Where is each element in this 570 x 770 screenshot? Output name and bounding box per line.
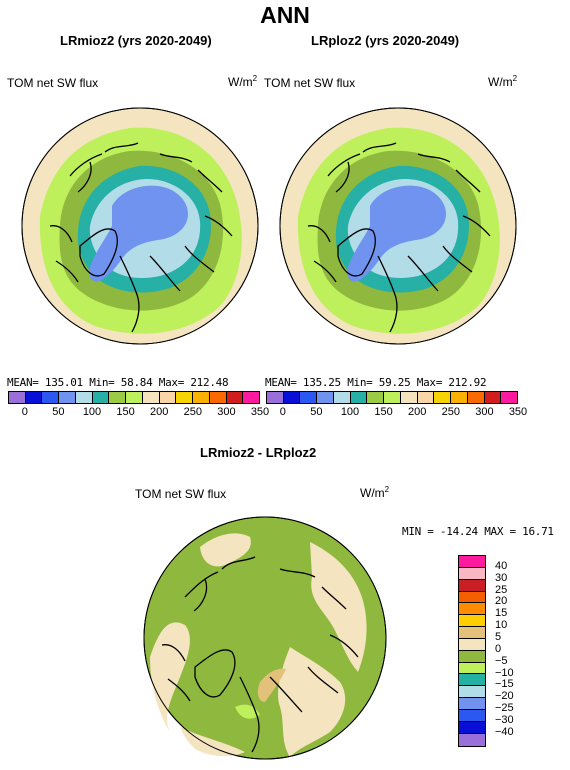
colorbar-swatch (459, 686, 485, 699)
colorbar-swatch (333, 392, 351, 403)
colorbar-tick-label: 200 (150, 406, 169, 418)
colorbar-tick-label: 300 (217, 406, 236, 418)
colorbar-swatch (459, 579, 485, 592)
colorbar-swatch (459, 674, 485, 687)
diff-panel-title: LRmioz2 - LRploz2 (200, 445, 317, 460)
diff-polar-map (143, 516, 387, 760)
left-stats: MEAN= 135.01 Min= 58.84 Max= 212.48 (7, 376, 229, 389)
colorbar-swatch (350, 392, 368, 403)
right-field-label: TOM net SW flux (264, 76, 356, 90)
colorbar-swatch (126, 392, 143, 403)
colorbar-swatch (226, 392, 244, 403)
colorbar-swatch (267, 392, 284, 403)
colorbar-tick-label: 150 (374, 406, 393, 418)
colorbar-tick-label: 150 (116, 406, 135, 418)
colorbar-swatch (459, 603, 485, 616)
colorbar-swatch (300, 392, 318, 403)
diff-field-label: TOM net SW flux (135, 487, 227, 501)
colorbar-swatch (459, 556, 485, 568)
colorbar-tick-label: 200 (408, 406, 427, 418)
colorbar-tick-label: 15 (495, 607, 508, 620)
colorbar-swatch (459, 567, 485, 580)
colorbar-tick-label: 250 (183, 406, 202, 418)
right-colorbar-ticks: 0 50 100 150 200 250 300 350 (266, 406, 527, 420)
colorbar-swatch (459, 650, 485, 663)
colorbar-tick-label: 5 (495, 630, 502, 643)
colorbar-swatch (92, 392, 110, 403)
colorbar-swatch (25, 392, 43, 403)
colorbar-tick-label: 50 (52, 406, 65, 418)
colorbar-swatch (317, 392, 334, 403)
colorbar-tick-label: −25 (495, 702, 514, 715)
colorbar-swatch (75, 392, 93, 403)
colorbar-tick-label: 0 (279, 406, 286, 418)
right-polar-map (279, 107, 517, 345)
colorbar-swatch (193, 392, 210, 403)
colorbar-swatch (451, 392, 468, 403)
colorbar-tick-label: −40 (495, 725, 514, 738)
colorbar-swatch (209, 392, 227, 403)
left-panel-title: LRmioz2 (yrs 2020-2049) (60, 33, 212, 48)
left-colorbar-ticks: 0 50 100 150 200 250 300 350 (8, 406, 269, 420)
diff-stats: MIN = -14.24 MAX = 16.71 (402, 525, 554, 538)
colorbar-swatch (109, 392, 127, 403)
colorbar-swatch (501, 392, 518, 403)
colorbar-tick-label: 20 (495, 595, 508, 608)
right-unit-label: W/m2 (488, 74, 518, 89)
colorbar-tick-label: 100 (82, 406, 102, 418)
colorbar-swatch (59, 392, 76, 403)
colorbar-swatch (459, 733, 485, 746)
colorbar-swatch (142, 392, 160, 403)
colorbar-tick-label: 0 (495, 642, 502, 655)
colorbar-tick-label: −30 (495, 713, 514, 726)
colorbar-tick-label: 25 (495, 583, 508, 596)
right-panel-title: LRploz2 (yrs 2020-2049) (311, 33, 460, 48)
left-colorbar (8, 391, 260, 404)
colorbar-tick-label: 10 (495, 619, 508, 632)
colorbar-swatch (459, 698, 485, 710)
colorbar-swatch (176, 392, 194, 403)
colorbar-swatch (459, 709, 485, 722)
colorbar-swatch (243, 392, 260, 403)
colorbar-tick-label: 100 (340, 406, 360, 418)
diff-colorbar (458, 555, 486, 747)
colorbar-tick-label: −20 (495, 690, 514, 703)
colorbar-swatch (459, 638, 485, 651)
colorbar-swatch (400, 392, 418, 403)
colorbar-swatch (484, 392, 502, 403)
colorbar-swatch (459, 591, 485, 604)
colorbar-swatch (159, 392, 177, 403)
left-unit-label: W/m2 (228, 74, 258, 89)
colorbar-tick-label: 300 (475, 406, 494, 418)
colorbar-tick-label: 50 (310, 406, 323, 418)
colorbar-tick-label: −10 (495, 666, 514, 679)
colorbar-tick-label: −15 (495, 678, 514, 691)
colorbar-swatch (384, 392, 401, 403)
colorbar-tick-label: 40 (495, 559, 508, 572)
main-title: ANN (260, 2, 310, 28)
colorbar-swatch (467, 392, 485, 403)
colorbar-swatch (9, 392, 26, 403)
colorbar-tick-label: 350 (508, 406, 528, 418)
colorbar-swatch (417, 392, 435, 403)
colorbar-swatch (459, 627, 485, 639)
colorbar-swatch (434, 392, 452, 403)
right-colorbar (266, 391, 518, 404)
colorbar-swatch (283, 392, 301, 403)
colorbar-tick-label: 0 (21, 406, 28, 418)
colorbar-tick-label: −5 (495, 654, 508, 667)
diff-unit-label: W/m2 (360, 485, 390, 500)
colorbar-tick-label: 250 (441, 406, 460, 418)
left-polar-map (21, 107, 259, 345)
colorbar-swatch (42, 392, 60, 403)
colorbar-tick-label: 350 (250, 406, 270, 418)
colorbar-swatch (459, 615, 485, 628)
colorbar-swatch (459, 662, 485, 675)
left-field-label: TOM net SW flux (7, 76, 99, 90)
colorbar-swatch (367, 392, 385, 403)
right-stats: MEAN= 135.25 Min= 59.25 Max= 212.92 (265, 376, 487, 389)
colorbar-swatch (459, 721, 485, 734)
colorbar-tick-label: 30 (495, 571, 508, 584)
